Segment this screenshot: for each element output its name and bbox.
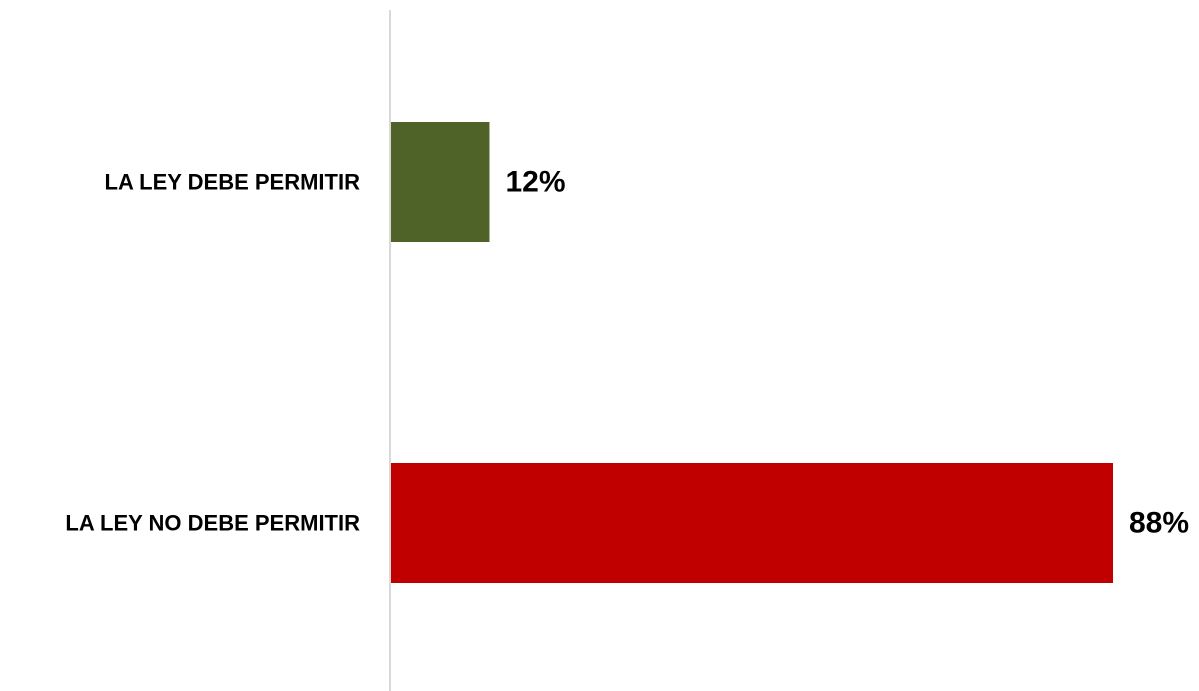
category-label-1: LA LEY DEBE PERMITIR bbox=[105, 170, 361, 195]
bar-2 bbox=[391, 463, 1113, 583]
category-label-2: LA LEY NO DEBE PERMITIR bbox=[65, 511, 360, 536]
labels-group: LA LEY DEBE PERMITIR 12% LA LEY NO DEBE PE… bbox=[65, 166, 1189, 540]
data-label-1: 12% bbox=[505, 166, 565, 199]
data-label-2: 88% bbox=[1129, 507, 1189, 540]
bars-group bbox=[391, 122, 1113, 583]
bar-1 bbox=[391, 122, 490, 242]
